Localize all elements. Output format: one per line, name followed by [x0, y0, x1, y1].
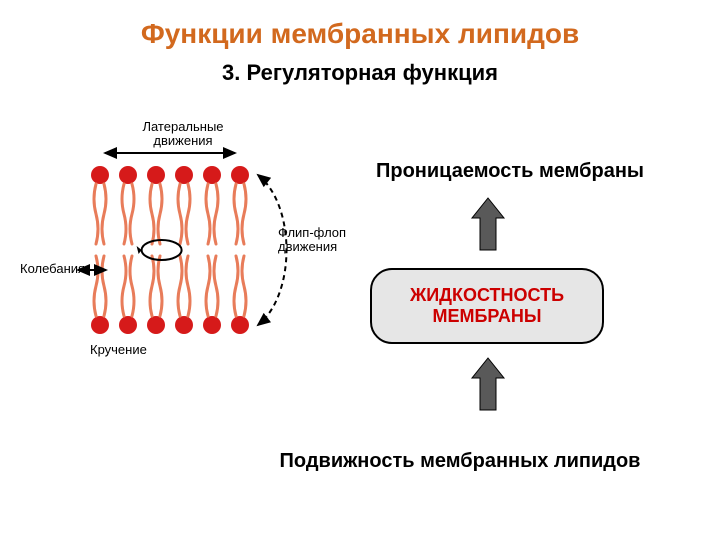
permeability-label: Проницаемость мембраны	[320, 160, 700, 183]
slide-root: Функции мембранных липидов 3. Регуляторн…	[0, 0, 720, 540]
lateral-label: Латеральные движения	[128, 120, 238, 149]
flipflop-label-line2: движения	[278, 239, 337, 254]
fluidity-line2: МЕМБРАНЫ	[433, 306, 542, 327]
oscillation-label: Колебания	[20, 262, 100, 276]
arrow-up-top-icon	[470, 196, 506, 252]
flipflop-label-line1: Флип-флоп	[278, 225, 346, 240]
fluidity-box: ЖИДКОСТНОСТЬ МЕМБРАНЫ	[370, 268, 604, 344]
lateral-label-line1: Латеральные	[142, 119, 223, 134]
fluidity-line1: ЖИДКОСТНОСТЬ	[410, 285, 564, 306]
slide-subtitle: 3. Регуляторная функция	[0, 60, 720, 86]
rotation-label: Кручение	[90, 343, 170, 357]
mobility-label: Подвижность мембранных липидов	[230, 450, 690, 473]
flipflop-label: Флип-флоп движения	[278, 226, 358, 255]
arrow-up-bottom-icon	[470, 356, 506, 412]
slide-title: Функции мембранных липидов	[0, 18, 720, 50]
lateral-label-line2: движения	[153, 133, 212, 148]
